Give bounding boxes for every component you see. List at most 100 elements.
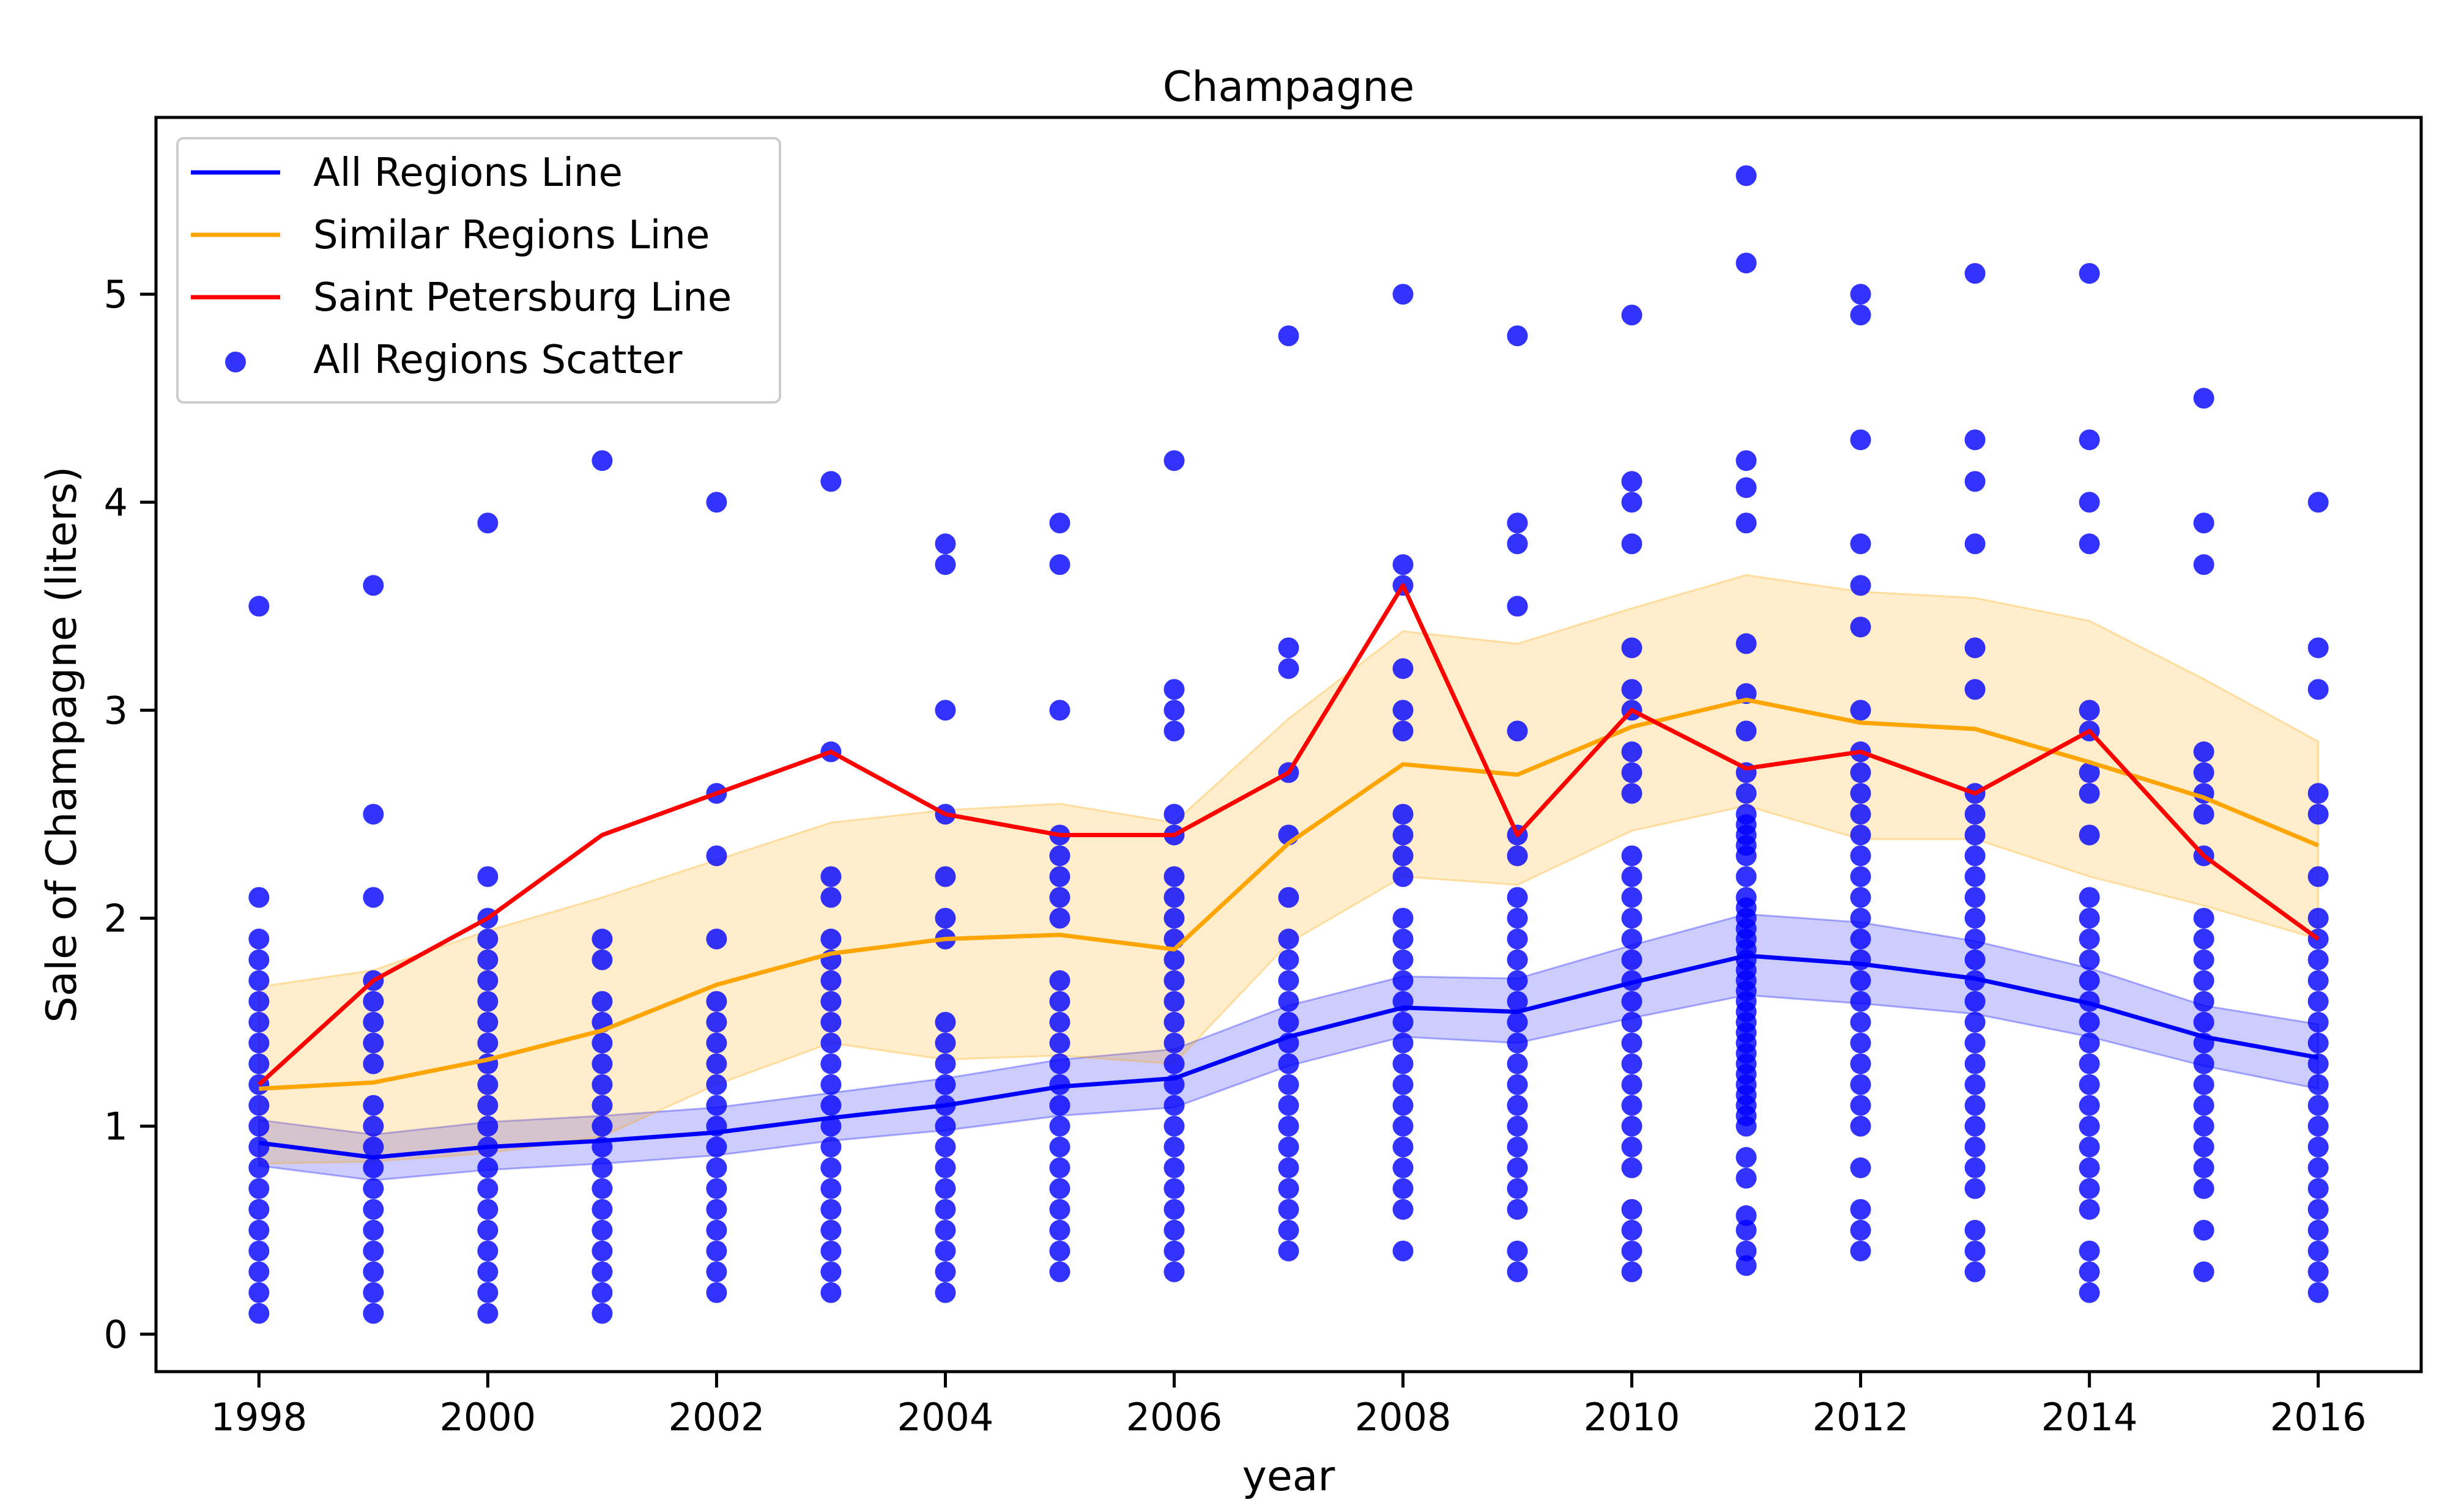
scatter-point <box>592 1282 613 1303</box>
scatter-point <box>1850 1157 1871 1178</box>
scatter-point <box>1621 492 1642 513</box>
scatter-point <box>1392 1115 1414 1137</box>
scatter-point <box>1964 1136 1986 1158</box>
scatter-point <box>1278 1157 1299 1178</box>
scatter-point <box>935 533 956 555</box>
scatter-point <box>2307 1011 2329 1033</box>
scatter-point <box>1392 970 1414 991</box>
scatter-point <box>248 1240 270 1262</box>
scatter-point <box>1507 928 1528 950</box>
scatter-point <box>2193 991 2214 1012</box>
scatter-point <box>363 1095 384 1116</box>
scatter-point <box>363 1032 384 1054</box>
scatter-point <box>1621 949 1642 970</box>
scatter-point <box>2307 637 2329 659</box>
scatter-point <box>1392 658 1414 679</box>
scatter-point <box>1621 533 1642 555</box>
scatter-point <box>477 512 499 534</box>
scatter-point <box>248 970 270 991</box>
scatter-point <box>935 1157 956 1178</box>
scatter-point <box>1163 1199 1185 1220</box>
scatter-point <box>248 1053 270 1074</box>
scatter-point <box>1964 1011 1986 1033</box>
scatter-point <box>1507 533 1528 555</box>
scatter-point <box>592 928 613 950</box>
scatter-point <box>706 1053 727 1074</box>
y-tick-label: 3 <box>104 688 128 733</box>
scatter-point <box>1735 866 1757 887</box>
scatter-point <box>1850 575 1871 596</box>
scatter-point <box>1507 596 1528 617</box>
scatter-point <box>1507 1240 1528 1262</box>
plot-area <box>248 165 2329 1324</box>
scatter-point <box>820 471 842 492</box>
scatter-point <box>2307 970 2329 991</box>
x-axis: 1998 2000 2002 2004 2006 2008 2010 2012 2014 2016 <box>210 1372 2367 1440</box>
scatter-point <box>820 1157 842 1178</box>
legend-label: Similar Regions Line <box>313 213 710 258</box>
scatter-point <box>706 1240 727 1262</box>
scatter-point <box>2079 1240 2100 1262</box>
y-axis-label: Sale of Champagne (liters) <box>38 466 86 1022</box>
scatter-point <box>1850 1032 1871 1054</box>
scatter-point <box>1621 845 1642 867</box>
scatter-point <box>2079 1136 2100 1158</box>
scatter-point <box>2307 1095 2329 1116</box>
scatter-point <box>248 1199 270 1220</box>
scatter-point <box>1278 1074 1299 1095</box>
scatter-point <box>1621 1074 1642 1095</box>
scatter-point <box>1507 845 1528 867</box>
scatter-point <box>2079 1074 2100 1095</box>
scatter-point <box>2079 1157 2100 1178</box>
scatter-point <box>592 1053 613 1074</box>
scatter-point <box>1507 1011 1528 1033</box>
scatter-point <box>1621 1011 1642 1033</box>
scatter-point <box>363 1178 384 1199</box>
scatter-point <box>592 1178 613 1199</box>
scatter-point <box>248 1136 270 1158</box>
scatter-point <box>477 1261 499 1282</box>
scatter-point <box>1049 1095 1071 1116</box>
scatter-point <box>2307 949 2329 970</box>
scatter-point <box>2307 1178 2329 1199</box>
scatter-point <box>2307 1261 2329 1282</box>
scatter-point <box>1163 887 1185 908</box>
scatter-point <box>2193 804 2214 825</box>
scatter-point <box>2307 1219 2329 1241</box>
scatter-point <box>1850 1199 1871 1220</box>
scatter-point <box>363 1136 384 1158</box>
scatter-point <box>1507 1095 1528 1116</box>
scatter-point <box>1621 1032 1642 1054</box>
scatter-point <box>477 1011 499 1033</box>
scatter-point <box>1049 1157 1071 1178</box>
scatter-point <box>2193 1074 2214 1095</box>
scatter-point <box>592 991 613 1012</box>
scatter-point <box>1507 325 1528 347</box>
scatter-point <box>1735 720 1757 742</box>
scatter-point <box>935 1199 956 1220</box>
scatter-point <box>706 1219 727 1241</box>
scatter-point <box>935 1282 956 1303</box>
scatter-point <box>820 1032 842 1054</box>
scatter-point <box>592 1219 613 1241</box>
scatter-point <box>248 1115 270 1137</box>
scatter-point <box>2193 1053 2214 1074</box>
scatter-point <box>1850 429 1871 451</box>
scatter-point <box>2193 1219 2214 1241</box>
legend-label: Saint Petersburg Line <box>313 275 732 320</box>
scatter-point <box>1850 305 1871 326</box>
scatter-point <box>1049 1240 1071 1262</box>
chart-title: Champagne <box>1163 63 1414 111</box>
scatter-point <box>1507 991 1528 1012</box>
scatter-point <box>2079 970 2100 991</box>
scatter-point <box>1163 720 1185 742</box>
scatter-point <box>1163 804 1185 825</box>
scatter-point <box>2193 1115 2214 1137</box>
scatter-point <box>935 1032 956 1054</box>
scatter-point <box>2079 928 2100 950</box>
y-tick-label: 2 <box>104 896 128 941</box>
scatter-point <box>1850 1053 1871 1074</box>
scatter-point <box>1163 1011 1185 1033</box>
scatter-point <box>2193 388 2214 409</box>
